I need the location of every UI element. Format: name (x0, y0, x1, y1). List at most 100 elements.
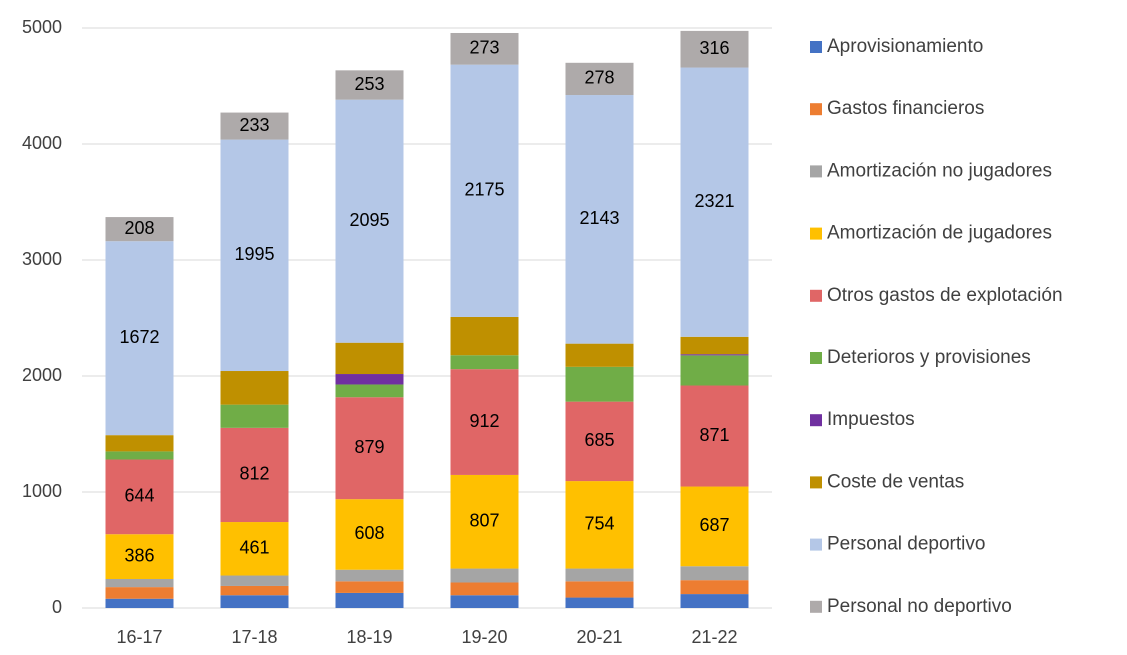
value-label: 687 (699, 515, 729, 535)
legend-swatch (810, 289, 822, 302)
y-tick-label: 4000 (22, 133, 62, 153)
value-label: 2175 (464, 180, 504, 200)
value-label: 1995 (234, 244, 274, 264)
bar-segment (220, 575, 289, 586)
bar-segment (335, 342, 404, 375)
value-label: 2321 (694, 191, 734, 211)
bar-segment (565, 568, 634, 582)
legend-swatch (810, 352, 822, 364)
legend-label: Amortización no jugadores (827, 160, 1052, 181)
value-label: 685 (584, 430, 614, 450)
legend-label: Otros gastos de explotación (827, 285, 1063, 306)
bar-segment (105, 451, 174, 460)
x-tick-label: 16-17 (116, 627, 162, 647)
legend-label: Personal deportivo (827, 534, 985, 555)
bar-segment (335, 374, 404, 385)
x-tick-label: 19-20 (461, 627, 507, 647)
value-label: 461 (239, 538, 269, 558)
bar-segment (335, 70, 404, 100)
value-label: 273 (469, 38, 499, 58)
bar-segment (680, 385, 749, 487)
value-label: 812 (239, 464, 269, 484)
legend-label: Gastos financieros (827, 98, 984, 119)
bar-segment (680, 336, 749, 355)
value-label: 253 (354, 74, 384, 94)
bar-segment (335, 592, 404, 608)
bar-segment (680, 355, 749, 386)
bar-segment (565, 95, 634, 344)
value-label: 644 (124, 486, 154, 506)
legend-swatch (810, 538, 822, 551)
bar-segment (680, 580, 749, 595)
legend-label: Aprovisionamiento (827, 36, 983, 57)
value-label: 871 (699, 425, 729, 445)
value-label: 912 (469, 411, 499, 431)
bar-segment (450, 568, 519, 583)
bar-segment (680, 594, 749, 608)
value-label: 208 (124, 218, 154, 238)
bar-segment (565, 62, 634, 96)
bar-segment (565, 401, 634, 482)
value-label: 879 (354, 437, 384, 457)
legend-label: Deterioros y provisiones (827, 347, 1031, 368)
bar-segment (220, 371, 289, 405)
legend-swatch (810, 103, 822, 116)
y-tick-label: 5000 (22, 17, 62, 37)
value-label: 807 (469, 511, 499, 531)
bar-segment (565, 343, 634, 367)
bar-segment (450, 32, 519, 65)
bar-segment (565, 481, 634, 569)
bar-segment (335, 99, 404, 343)
bar-segment (220, 595, 289, 608)
x-tick-label: 17-18 (231, 627, 277, 647)
bar-segment (105, 587, 174, 599)
bar-segment (220, 404, 289, 428)
bar-segment (335, 397, 404, 500)
value-label: 278 (584, 68, 614, 88)
bar-segment (220, 585, 289, 596)
bar-segment (220, 112, 289, 140)
bar-segment (680, 354, 749, 356)
value-label: 1672 (119, 327, 159, 347)
bar-segment (105, 598, 174, 608)
bar-segment (220, 522, 289, 576)
value-label: 754 (584, 514, 614, 534)
bar-segment (680, 30, 749, 68)
bar-segment (565, 597, 634, 608)
value-label: 2143 (579, 208, 619, 228)
bar-segment (450, 64, 519, 317)
bar-segment (335, 499, 404, 570)
legend-label: Coste de ventas (827, 471, 964, 492)
bar-segment (105, 579, 174, 588)
bar-segment (335, 384, 404, 398)
y-tick-label: 0 (52, 597, 62, 617)
bar-segment (450, 474, 519, 569)
legend-swatch (810, 41, 822, 53)
legend-label: Amortización de jugadores (827, 223, 1052, 244)
y-tick-label: 3000 (22, 249, 62, 269)
bar-segment (220, 427, 289, 523)
legend-label: Personal no deportivo (827, 596, 1012, 617)
bar-segment (565, 366, 634, 402)
x-tick-label: 20-21 (576, 627, 622, 647)
legend-swatch (810, 414, 822, 427)
bar-segment (105, 217, 174, 242)
bar-segment (105, 241, 174, 436)
value-label: 608 (354, 523, 384, 543)
value-label: 2095 (349, 210, 389, 230)
bar-segment (680, 67, 749, 337)
bar-segment (450, 369, 519, 475)
bar-segment (105, 534, 174, 579)
bar-segment (335, 581, 404, 593)
bar-segment (680, 566, 749, 581)
bar-segment (105, 435, 174, 452)
bar-segment (565, 581, 634, 598)
value-label: 386 (124, 545, 154, 565)
bar-segment (450, 355, 519, 370)
y-tick-label: 2000 (22, 365, 62, 385)
legend-swatch (810, 227, 822, 240)
bar-segment (105, 459, 174, 535)
value-label: 316 (699, 38, 729, 58)
y-tick-label: 1000 (22, 481, 62, 501)
